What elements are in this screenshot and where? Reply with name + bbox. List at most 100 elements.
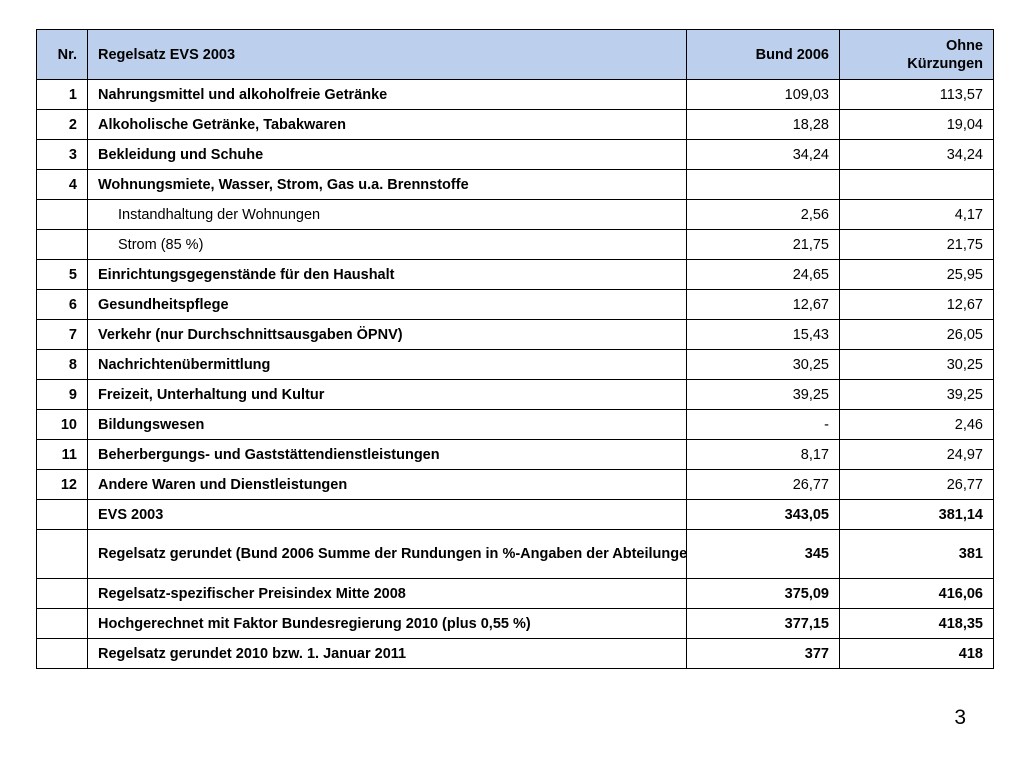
summary-row-preisindex: Regelsatz-spezifischer Preisindex Mitte … <box>36 578 994 609</box>
cell-bund: 345 <box>686 529 840 579</box>
cell-ohne <box>839 169 994 200</box>
table-row: 11 Beherbergungs- und Gaststättendienstl… <box>36 439 994 470</box>
cell-bund: 18,28 <box>686 109 840 140</box>
cell-bund: 8,17 <box>686 439 840 470</box>
cell-nr <box>36 529 88 579</box>
summary-row-hochgerechnet: Hochgerechnet mit Faktor Bundesregierung… <box>36 608 994 639</box>
cell-ohne: 4,17 <box>839 199 994 230</box>
cell-ohne: 19,04 <box>839 109 994 140</box>
cell-bund <box>686 169 840 200</box>
cell-label: Nahrungsmittel und alkoholfreie Getränke <box>87 79 687 110</box>
table-row: 7 Verkehr (nur Durchschnittsausgaben ÖPN… <box>36 319 994 350</box>
cell-bund: 12,67 <box>686 289 840 320</box>
cell-bund: 377,15 <box>686 608 840 639</box>
cell-label: Gesundheitspflege <box>87 289 687 320</box>
cell-nr: 7 <box>36 319 88 350</box>
table-row: 9 Freizeit, Unterhaltung und Kultur 39,2… <box>36 379 994 410</box>
page-number: 3 <box>954 706 966 729</box>
cell-nr <box>36 499 88 530</box>
table-row: 4 Wohnungsmiete, Wasser, Strom, Gas u.a.… <box>36 169 994 200</box>
table-row: 6 Gesundheitspflege 12,67 12,67 <box>36 289 994 320</box>
cell-label: Einrichtungsgegenstände für den Haushalt <box>87 259 687 290</box>
cell-nr: 11 <box>36 439 88 470</box>
cell-label: Verkehr (nur Durchschnittsausgaben ÖPNV) <box>87 319 687 350</box>
cell-bund: - <box>686 409 840 440</box>
cell-ohne: 416,06 <box>839 578 994 609</box>
cell-nr: 1 <box>36 79 88 110</box>
cell-bund: 24,65 <box>686 259 840 290</box>
summary-row-regelsatz-2010: Regelsatz gerundet 2010 bzw. 1. Januar 2… <box>36 638 994 669</box>
cell-label: Bekleidung und Schuhe <box>87 139 687 170</box>
cell-label: EVS 2003 <box>87 499 687 530</box>
table-header-row: Nr. Regelsatz EVS 2003 Bund 2006 Ohne Kü… <box>36 29 994 80</box>
cell-bund: 343,05 <box>686 499 840 530</box>
table-row: 1 Nahrungsmittel und alkoholfreie Geträn… <box>36 79 994 110</box>
cell-ohne: 21,75 <box>839 229 994 260</box>
header-regelsatz: Regelsatz EVS 2003 <box>87 29 687 80</box>
cell-nr: 10 <box>36 409 88 440</box>
cell-nr: 4 <box>36 169 88 200</box>
table-row: Strom (85 %) 21,75 21,75 <box>36 229 994 260</box>
cell-nr <box>36 608 88 639</box>
cell-ohne: 34,24 <box>839 139 994 170</box>
cell-ohne: 381,14 <box>839 499 994 530</box>
cell-bund: 15,43 <box>686 319 840 350</box>
cell-bund: 39,25 <box>686 379 840 410</box>
cell-ohne: 2,46 <box>839 409 994 440</box>
cell-ohne: 39,25 <box>839 379 994 410</box>
table-row: Instandhaltung der Wohnungen 2,56 4,17 <box>36 199 994 230</box>
table-row: 10 Bildungswesen - 2,46 <box>36 409 994 440</box>
cell-bund: 34,24 <box>686 139 840 170</box>
cell-label: Hochgerechnet mit Faktor Bundesregierung… <box>87 608 687 639</box>
cell-nr: 2 <box>36 109 88 140</box>
table-row: 8 Nachrichtenübermittlung 30,25 30,25 <box>36 349 994 380</box>
cell-ohne: 418,35 <box>839 608 994 639</box>
cell-bund: 26,77 <box>686 469 840 500</box>
cell-nr: 6 <box>36 289 88 320</box>
regelsatz-table: Nr. Regelsatz EVS 2003 Bund 2006 Ohne Kü… <box>36 29 994 669</box>
header-nr: Nr. <box>36 29 88 80</box>
header-bund-2006: Bund 2006 <box>686 29 840 80</box>
cell-ohne: 381 <box>839 529 994 579</box>
cell-bund: 109,03 <box>686 79 840 110</box>
cell-ohne: 113,57 <box>839 79 994 110</box>
cell-label: Alkoholische Getränke, Tabakwaren <box>87 109 687 140</box>
cell-label: Freizeit, Unterhaltung und Kultur <box>87 379 687 410</box>
cell-label: Andere Waren und Dienstleistungen <box>87 469 687 500</box>
cell-nr: 3 <box>36 139 88 170</box>
cell-bund: 375,09 <box>686 578 840 609</box>
cell-nr: 12 <box>36 469 88 500</box>
cell-nr: 9 <box>36 379 88 410</box>
cell-label: Beherbergungs- und Gaststättendienstleis… <box>87 439 687 470</box>
cell-bund: 377 <box>686 638 840 669</box>
cell-label: Regelsatz-spezifischer Preisindex Mitte … <box>87 578 687 609</box>
table-row: 5 Einrichtungsgegenstände für den Hausha… <box>36 259 994 290</box>
cell-ohne: 30,25 <box>839 349 994 380</box>
cell-label: Strom (85 %) <box>87 229 687 260</box>
cell-nr <box>36 199 88 230</box>
cell-label: Nachrichtenübermittlung <box>87 349 687 380</box>
cell-nr: 8 <box>36 349 88 380</box>
cell-label: Regelsatz gerundet 2010 bzw. 1. Januar 2… <box>87 638 687 669</box>
cell-ohne: 418 <box>839 638 994 669</box>
header-ohne-kuerzungen: Ohne Kürzungen <box>839 29 994 80</box>
cell-nr <box>36 229 88 260</box>
cell-ohne: 25,95 <box>839 259 994 290</box>
cell-nr <box>36 578 88 609</box>
cell-nr <box>36 638 88 669</box>
cell-label: Wohnungsmiete, Wasser, Strom, Gas u.a. B… <box>87 169 687 200</box>
cell-bund: 30,25 <box>686 349 840 380</box>
cell-label: Regelsatz gerundet (Bund 2006 Summe der … <box>87 529 687 579</box>
cell-label: Bildungswesen <box>87 409 687 440</box>
cell-ohne: 26,77 <box>839 469 994 500</box>
table-row: 3 Bekleidung und Schuhe 34,24 34,24 <box>36 139 994 170</box>
summary-row-regelsatz-gerundet: Regelsatz gerundet (Bund 2006 Summe der … <box>36 529 994 579</box>
cell-ohne: 12,67 <box>839 289 994 320</box>
summary-row-evs-2003: EVS 2003 343,05 381,14 <box>36 499 994 530</box>
table-row: 12 Andere Waren und Dienstleistungen 26,… <box>36 469 994 500</box>
cell-bund: 21,75 <box>686 229 840 260</box>
cell-label: Instandhaltung der Wohnungen <box>87 199 687 230</box>
cell-nr: 5 <box>36 259 88 290</box>
cell-bund: 2,56 <box>686 199 840 230</box>
table-row: 2 Alkoholische Getränke, Tabakwaren 18,2… <box>36 109 994 140</box>
